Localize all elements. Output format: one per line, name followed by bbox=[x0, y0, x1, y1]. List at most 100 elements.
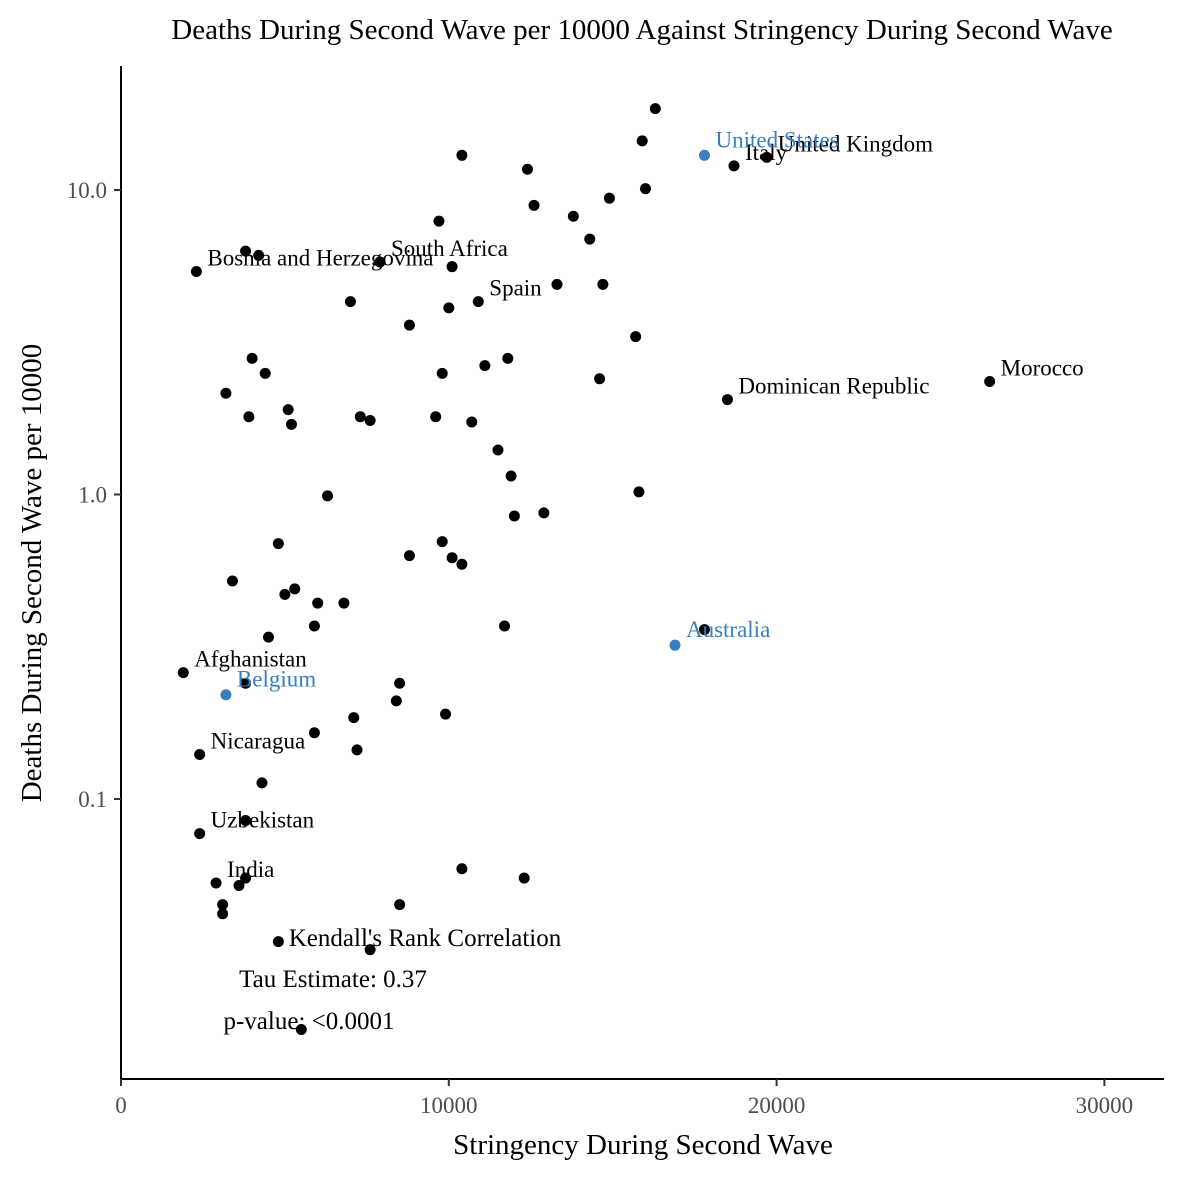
data-point bbox=[217, 908, 229, 920]
correlation-annotation: Kendall's Rank Correlation Tau Estimate:… bbox=[223, 925, 561, 1035]
point-label-united-kingdom: United Kingdom bbox=[778, 131, 933, 156]
y-ticks: 0.1 1.0 10.0 bbox=[67, 178, 121, 812]
data-point bbox=[351, 744, 363, 756]
annotation-line-1: Kendall's Rank Correlation bbox=[289, 925, 562, 952]
data-point bbox=[567, 210, 579, 222]
chart-title: Deaths During Second Wave per 10000 Agai… bbox=[171, 14, 1112, 46]
data-point bbox=[233, 879, 245, 891]
data-point-uzbekistan bbox=[194, 828, 206, 840]
data-point-belgium bbox=[220, 689, 232, 701]
data-point bbox=[289, 583, 301, 595]
x-axis-label: Stringency During Second Wave bbox=[453, 1129, 833, 1161]
point-label-bosnia-and-herzegovina: Bosnia and Herzegovina bbox=[207, 245, 433, 270]
data-point bbox=[295, 1023, 307, 1035]
data-point bbox=[253, 249, 265, 261]
data-point bbox=[282, 404, 294, 416]
data-point bbox=[551, 278, 563, 290]
data-point-morocco bbox=[984, 376, 996, 388]
point-label-india: India bbox=[227, 857, 274, 882]
data-point bbox=[308, 620, 320, 632]
point-label-australia: Australia bbox=[686, 617, 770, 642]
data-point bbox=[390, 695, 402, 707]
data-point bbox=[263, 631, 275, 643]
data-point bbox=[348, 712, 360, 724]
points bbox=[177, 103, 996, 1035]
data-point bbox=[308, 727, 320, 739]
data-point-spain bbox=[472, 296, 484, 308]
data-point bbox=[279, 588, 291, 600]
x-tick-label: 30000 bbox=[1076, 1093, 1134, 1118]
point-label-italy: Italy bbox=[745, 140, 788, 165]
data-point-united-kingdom bbox=[761, 151, 773, 163]
point-label-south-africa: South Africa bbox=[391, 236, 508, 261]
data-point bbox=[436, 536, 448, 548]
data-point bbox=[403, 550, 415, 562]
data-point-bosnia-and-herzegovina bbox=[190, 265, 202, 277]
data-point-dominican-republic bbox=[721, 394, 733, 406]
data-point bbox=[630, 331, 642, 343]
data-point bbox=[639, 183, 651, 195]
data-point bbox=[456, 149, 468, 161]
data-point bbox=[433, 215, 445, 227]
data-point bbox=[240, 245, 252, 257]
data-point bbox=[322, 490, 334, 502]
data-point bbox=[344, 296, 356, 308]
data-point bbox=[594, 373, 606, 385]
data-point bbox=[312, 597, 324, 609]
data-point bbox=[466, 416, 478, 428]
data-point bbox=[285, 418, 297, 430]
data-point bbox=[259, 367, 271, 379]
x-tick-label: 20000 bbox=[748, 1093, 806, 1118]
data-point bbox=[440, 708, 452, 720]
y-tick-label: 10.0 bbox=[67, 178, 107, 203]
data-point bbox=[538, 507, 550, 519]
data-point bbox=[364, 414, 376, 426]
data-point-south-africa bbox=[374, 256, 386, 268]
y-axis-label: Deaths During Second Wave per 10000 bbox=[16, 344, 48, 803]
point-label-uzbekistan: Uzbekistan bbox=[211, 808, 315, 833]
y-tick-label: 0.1 bbox=[78, 787, 107, 812]
data-point-united-states bbox=[698, 149, 710, 161]
annotation-line-3: p-value: <0.0001 bbox=[223, 1008, 394, 1035]
data-point bbox=[354, 411, 366, 423]
data-point bbox=[240, 677, 252, 689]
data-point bbox=[446, 261, 458, 273]
data-point bbox=[217, 899, 229, 911]
data-point bbox=[446, 552, 458, 564]
data-point bbox=[492, 444, 504, 456]
data-point-afghanistan bbox=[177, 667, 189, 679]
data-point bbox=[479, 360, 491, 372]
point-label-belgium: Belgium bbox=[237, 667, 316, 692]
point-label-dominican-republic: Dominican Republic bbox=[738, 374, 929, 399]
data-point bbox=[698, 624, 710, 636]
axes bbox=[120, 66, 1164, 1080]
data-point bbox=[364, 944, 376, 956]
data-point bbox=[502, 352, 514, 364]
data-point-australia bbox=[669, 639, 681, 651]
annotation-line-2: Tau Estimate: 0.37 bbox=[239, 966, 427, 993]
data-point-italy bbox=[728, 160, 740, 172]
data-point bbox=[584, 233, 596, 245]
data-point bbox=[456, 558, 468, 570]
data-point bbox=[394, 899, 406, 911]
data-point bbox=[528, 199, 540, 211]
data-point bbox=[240, 814, 252, 826]
data-point bbox=[403, 319, 415, 331]
data-point bbox=[430, 411, 442, 423]
data-point bbox=[508, 510, 520, 522]
data-point-nicaragua bbox=[194, 749, 206, 761]
y-tick-label: 1.0 bbox=[78, 483, 107, 508]
point-label-spain: Spain bbox=[489, 276, 542, 301]
data-point bbox=[246, 352, 258, 364]
data-point bbox=[226, 575, 238, 587]
data-point bbox=[633, 486, 645, 498]
data-point-india bbox=[210, 877, 222, 889]
data-point bbox=[240, 872, 252, 884]
x-tick-label: 10000 bbox=[420, 1093, 478, 1118]
x-tick-label: 0 bbox=[115, 1093, 127, 1118]
point-label-morocco: Morocco bbox=[1001, 356, 1084, 381]
data-point bbox=[394, 677, 406, 689]
data-point bbox=[220, 387, 232, 399]
